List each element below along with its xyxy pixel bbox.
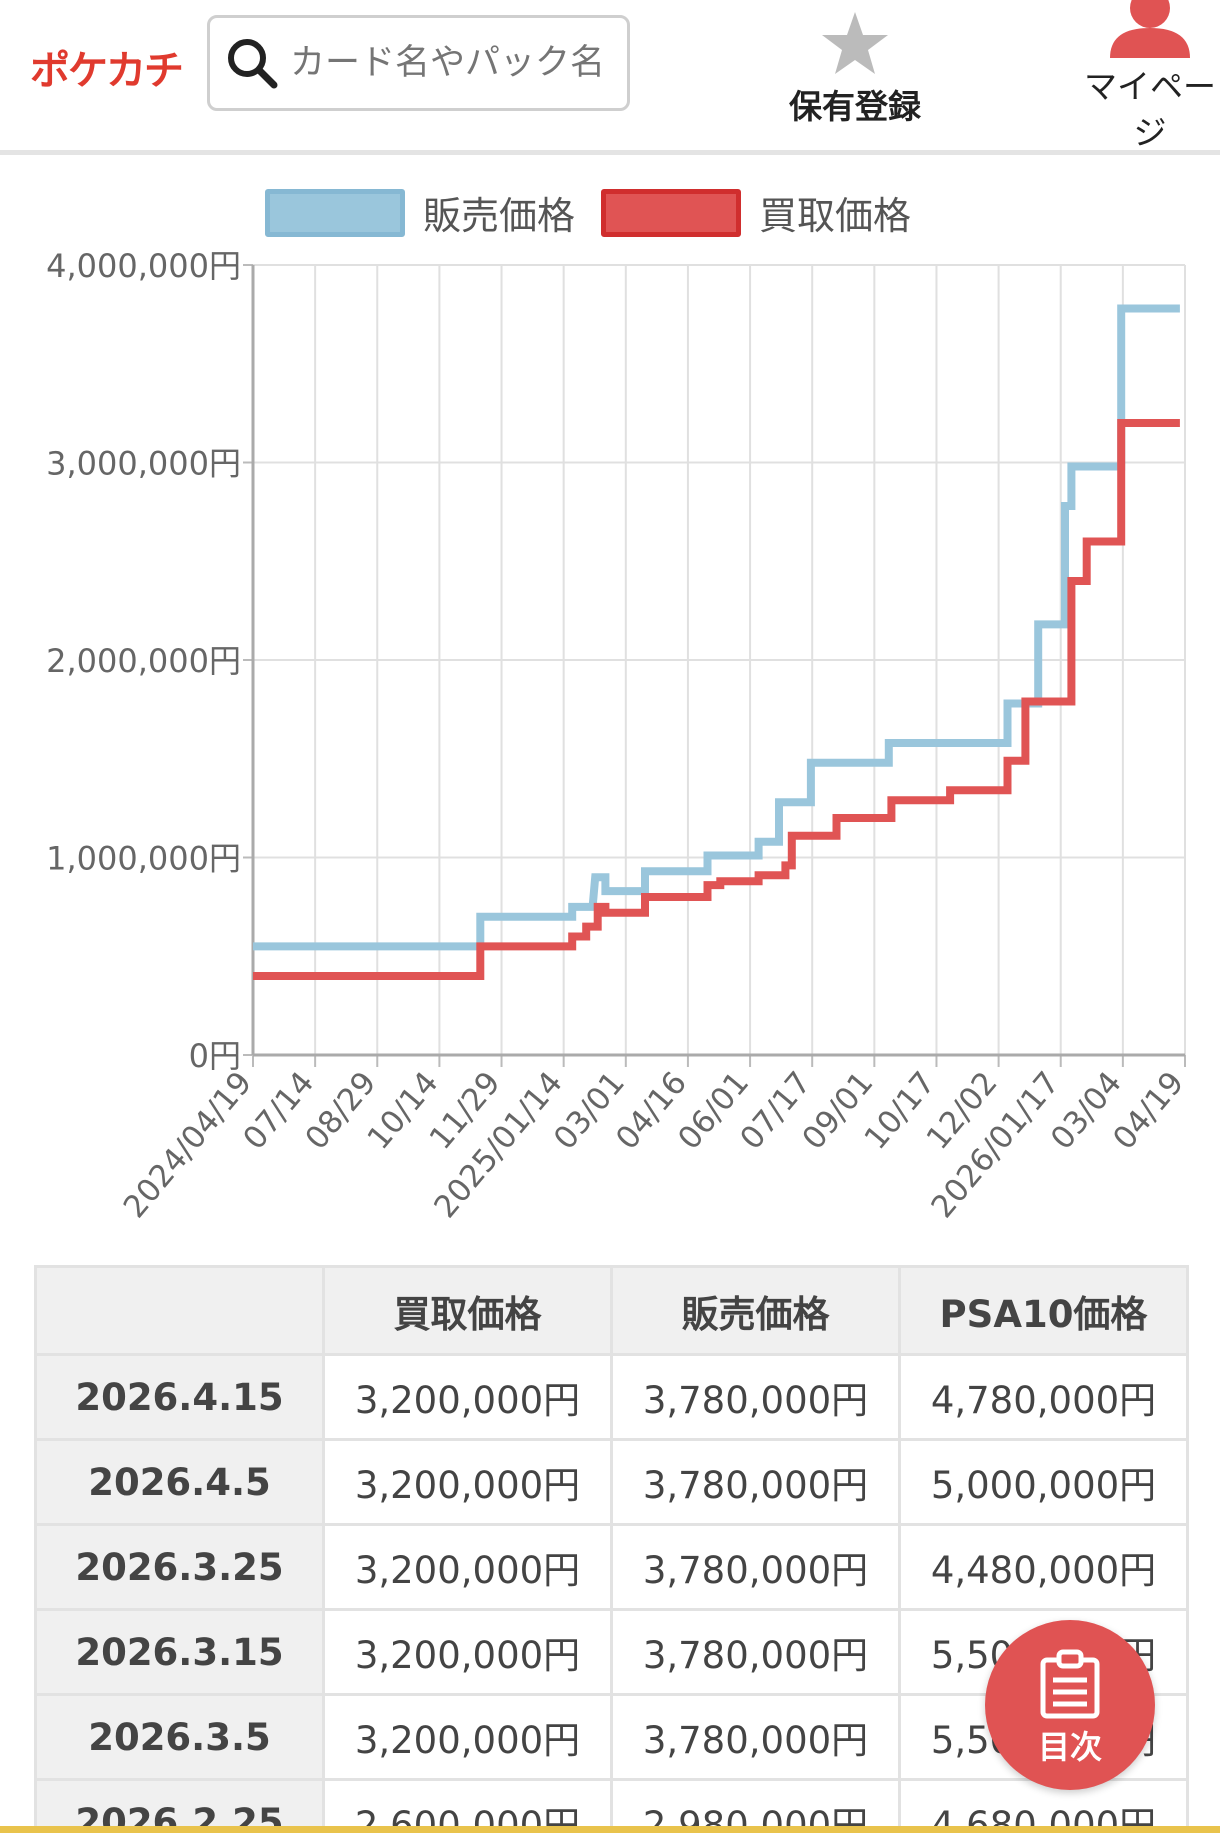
legend-buy-label: 買取価格 (759, 194, 912, 238)
mypage-label-line2: ジ (1133, 113, 1167, 152)
legend-sell-label: 販売価格 (423, 194, 576, 238)
row-sell: 3,780,000円 (610, 1523, 901, 1611)
legend-sell-swatch (265, 188, 405, 237)
price-table-wrap: 買取価格 販売価格 PSA10価格 2026.4.15 3,200,000円 3… (34, 1265, 1189, 1833)
row-date: 2026.4.15 (34, 1353, 325, 1441)
row-buy: 3,200,000円 (322, 1438, 613, 1526)
site-logo[interactable]: ポケカチ (30, 48, 184, 94)
row-buy: 3,200,000円 (322, 1693, 613, 1781)
table-row: 2026.3.25 3,200,000円 3,780,000円 4,480,00… (34, 1523, 1189, 1611)
header-buy: 買取価格 (322, 1265, 613, 1356)
buy-price-line (253, 419, 1180, 980)
mypage-label-line1: マイペー (1084, 67, 1216, 106)
row-sell: 2,980,000円 (610, 1778, 901, 1833)
price-table: 買取価格 販売価格 PSA10価格 2026.4.15 3,200,000円 3… (34, 1265, 1189, 1833)
star-icon (822, 12, 888, 74)
legend-sell[interactable]: 販売価格 (265, 185, 575, 240)
toc-label: 目次 (1037, 1728, 1102, 1766)
row-date: 2026.3.15 (34, 1608, 325, 1696)
row-date: 2026.2.25 (34, 1778, 325, 1833)
row-psa10: 4,480,000円 (898, 1523, 1189, 1611)
user-icon (1110, 0, 1190, 58)
table-row: 2026.2.25 2,600,000円 2,980,000円 4,680,00… (34, 1778, 1189, 1833)
row-buy: 2,600,000円 (322, 1778, 613, 1833)
y-tick-label: 4,000,000円 (46, 247, 241, 285)
favorite-label: 保有登録 (789, 87, 921, 126)
row-date: 2026.4.5 (34, 1438, 325, 1526)
bottom-banner-edge (0, 1826, 1220, 1833)
header-date (34, 1265, 325, 1356)
y-tick-label: 0円 (189, 1037, 241, 1075)
legend-buy[interactable]: 買取価格 (601, 185, 911, 240)
row-sell: 3,780,000円 (610, 1608, 901, 1696)
app-header: ポケカチ 保有登録 マイペー ジ (0, 0, 1220, 155)
price-chart: 0円 1,000,000円 2,000,000円 3,000,000円 4,000,00… (0, 160, 1220, 1250)
row-date: 2026.3.25 (34, 1523, 325, 1611)
row-psa10: 4,680,000円 (898, 1778, 1189, 1833)
row-sell: 3,780,000円 (610, 1353, 901, 1441)
row-psa10: 4,780,000円 (898, 1353, 1189, 1441)
table-row: 2026.4.15 3,200,000円 3,780,000円 4,780,00… (34, 1353, 1189, 1441)
x-tick-label: 04/19 (1106, 1065, 1191, 1157)
search-icon (228, 39, 278, 89)
legend-buy-swatch (601, 188, 742, 237)
chart-svg: 0円 1,000,000円 2,000,000円 3,000,000円 4,000,00… (46, 247, 1191, 1225)
mypage-label: マイペー ジ (1080, 64, 1220, 156)
toc-button[interactable]: 目次 (985, 1620, 1155, 1790)
header-psa10: PSA10価格 (898, 1265, 1189, 1356)
favorite-nav[interactable]: 保有登録 (780, 10, 930, 128)
row-sell: 3,780,000円 (610, 1693, 901, 1781)
y-tick-label: 1,000,000円 (46, 840, 241, 878)
chart-legend: 販売価格 買取価格 (265, 185, 911, 240)
clipboard-icon (1040, 1649, 1100, 1719)
header-sell: 販売価格 (610, 1265, 901, 1356)
row-buy: 3,200,000円 (322, 1523, 613, 1611)
x-tick-label: 2024/04/19 (117, 1065, 259, 1225)
table-header-row: 買取価格 販売価格 PSA10価格 (34, 1265, 1189, 1356)
search-input[interactable] (290, 43, 610, 83)
sell-price-line (253, 304, 1180, 951)
mypage-nav[interactable]: マイペー ジ (1080, 0, 1220, 156)
row-buy: 3,200,000円 (322, 1608, 613, 1696)
table-row: 2026.4.5 3,200,000円 3,780,000円 5,000,000… (34, 1438, 1189, 1526)
row-date: 2026.3.5 (34, 1693, 325, 1781)
row-buy: 3,200,000円 (322, 1353, 613, 1441)
search-box[interactable] (207, 15, 630, 111)
row-sell: 3,780,000円 (610, 1438, 901, 1526)
y-tick-label: 2,000,000円 (46, 642, 241, 680)
row-psa10: 5,000,000円 (898, 1438, 1189, 1526)
y-tick-label: 3,000,000円 (46, 445, 241, 483)
